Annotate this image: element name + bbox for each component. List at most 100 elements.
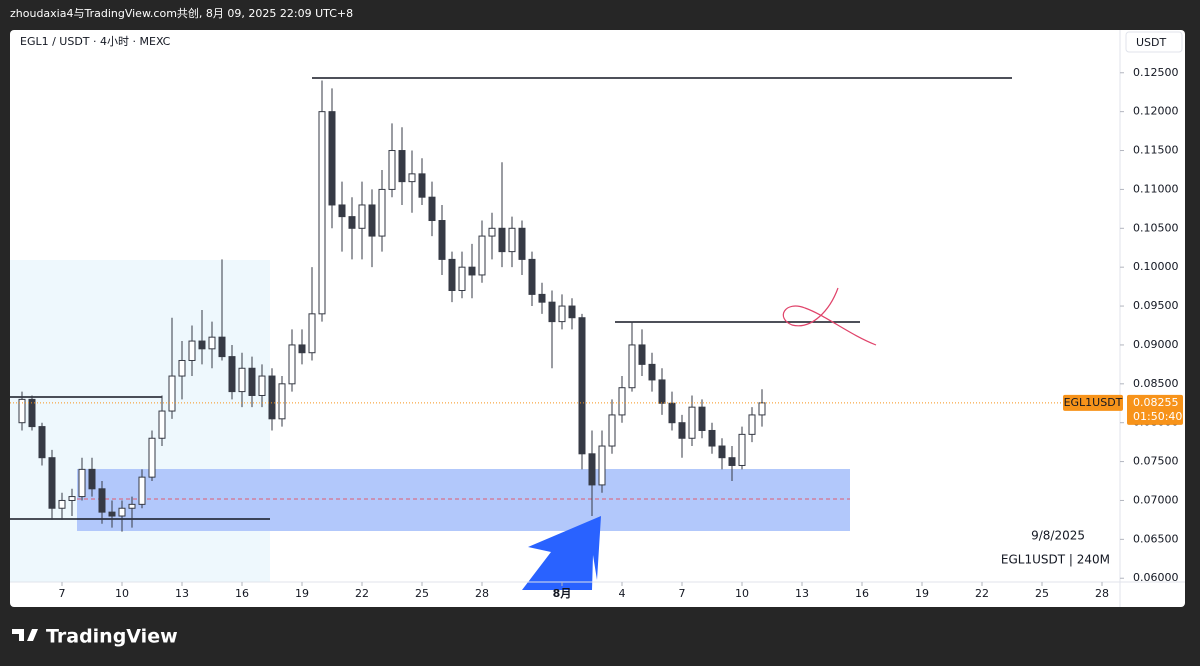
logo: TradingView [12,626,178,648]
price-label: 0.08255 [1133,396,1179,409]
candle-body [368,204,376,237]
candle-body [548,301,556,323]
countdown-label: 01:50:40 [1133,410,1182,423]
candle-body [528,258,536,295]
candle-body [568,305,576,319]
candle-body [398,150,406,183]
candle-body [418,173,426,198]
candle-body [98,488,106,513]
candle-body [268,375,276,420]
x-tick-label: 7 [59,587,66,600]
candle-body [428,196,436,222]
candle-body [718,445,726,459]
candle-body [458,266,466,292]
candle-body [668,402,676,424]
candle-body [658,379,666,404]
candle-body [348,216,356,229]
x-tick-label: 28 [475,587,489,600]
chart-title: EGL1 / USDT · 4小时 · MEXC [20,35,171,48]
x-tick-label: 10 [735,587,749,600]
candle-body [288,344,296,385]
y-tick-label: 0.07500 [1133,455,1179,468]
y-tick-label: 0.11500 [1133,144,1179,157]
y-tick-label: 0.08500 [1133,377,1179,390]
candle-body [78,468,86,498]
y-axis-label: USDT [1136,36,1167,49]
x-tick-label: 7 [679,587,686,600]
x-tick-label: 19 [915,587,929,600]
x-tick-label: 22 [355,587,369,600]
x-tick-label: 13 [175,587,189,600]
candle-body [698,406,706,431]
candle-body [498,227,506,253]
candle-body [588,453,596,486]
candle-body [378,188,386,237]
candle-body [338,204,346,218]
candle-body [688,406,696,439]
candle-body [198,340,206,350]
candle-body [438,220,446,260]
candle-body [128,503,136,509]
price-label-box [1127,394,1183,425]
candle-body [508,227,516,253]
candle-body [188,340,196,361]
candle-body [618,387,626,416]
candle-body [408,173,416,183]
y-tick-label: 0.10000 [1133,260,1179,273]
y-tick-label: 0.09000 [1133,338,1179,351]
candle-body [648,363,656,381]
candle-body [448,258,456,292]
x-tick-label: 8月 [553,587,572,600]
candle-body [738,433,746,466]
candle-body [308,313,316,354]
candle-body [278,383,286,420]
y-tick-label: 0.12500 [1133,66,1179,79]
chart-panel [10,30,1185,607]
candle-body [68,496,76,501]
candle-body [38,426,46,459]
x-tick-label: 22 [975,587,989,600]
plot-area [10,80,1120,532]
shaded-zone [10,260,270,582]
x-tick-label: 16 [855,587,869,600]
candle-body [728,457,736,466]
x-tick-label: 19 [295,587,309,600]
candle-body [538,293,546,303]
candle-body [218,336,226,358]
candle-body [468,266,476,276]
x-tick-label: 10 [115,587,129,600]
candle-body [58,499,66,509]
candle-body [238,367,246,393]
y-tick-label: 0.06500 [1133,532,1179,545]
y-tick-label: 0.06000 [1133,571,1179,584]
arrow [522,516,601,590]
candle-body [358,204,366,229]
candle-body [678,422,686,439]
candle-body [598,445,606,486]
candle-body [48,457,56,509]
candle-body [228,356,236,393]
drawings [10,77,1012,582]
x-tick-label: 25 [415,587,429,600]
candle-body [158,410,166,439]
scribble [782,287,877,346]
candle-body [608,414,616,447]
candle-body [518,227,526,260]
x-tick-label: 28 [1095,587,1109,600]
candle-body [298,344,306,354]
header-title: zhoudaxia4与TradingView.com共创, 8月 09, 202… [10,7,353,20]
candle-body [628,344,636,389]
x-tick-label: 4 [619,587,626,600]
logo-icon [12,629,38,641]
candle-body [388,150,396,190]
y-tick-label: 0.12000 [1133,105,1179,118]
candle-body [138,476,146,505]
y-tick-label: 0.07000 [1133,493,1179,506]
candle-body [248,367,256,396]
annotation: EGL1USDT | 240M [1001,553,1110,567]
symbol-label: EGL1USDT [1064,396,1123,409]
candle-body [748,414,756,435]
candle-body [18,398,26,424]
